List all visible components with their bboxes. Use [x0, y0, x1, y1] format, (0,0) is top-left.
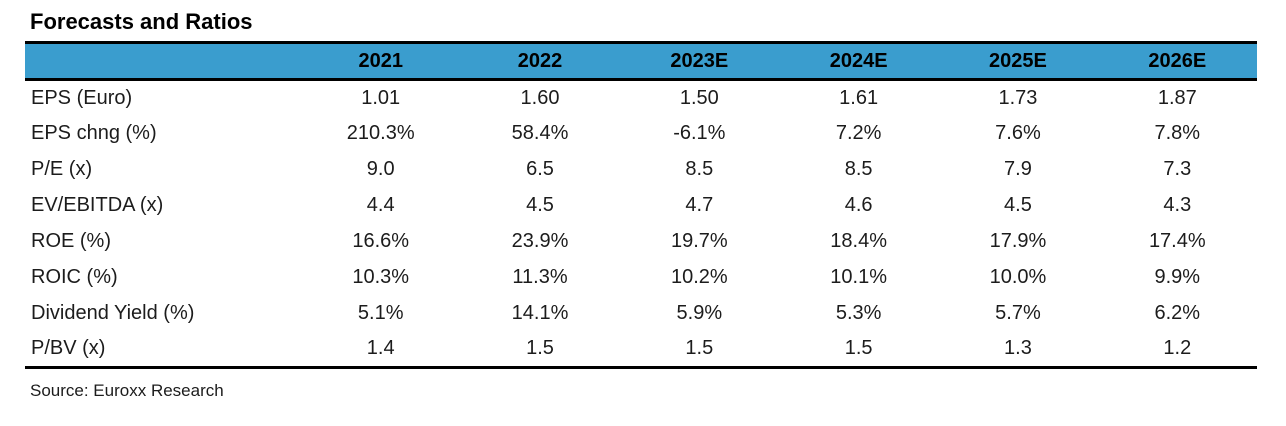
row-label: EPS (Euro): [31, 86, 133, 109]
table-row-dividend-yield: Dividend Yield (%) 5.1% 14.1% 5.9% 5.3% …: [25, 296, 1257, 332]
table-header-row: 2021 2022 2023E 2024E 2025E 2026E: [25, 42, 1257, 80]
table-cell: 17.9%: [989, 230, 1047, 252]
table-cell: 14.1%: [511, 302, 569, 324]
table-cell: 7.9: [1004, 158, 1032, 180]
table-cell: 8.5: [844, 158, 873, 180]
table-cell: 1.4: [366, 337, 395, 360]
row-label: Dividend Yield (%): [31, 302, 195, 324]
table-row-pbv: P/BV (x) 1.4 1.5 1.5 1.5 1.3 1.2: [25, 332, 1257, 368]
table-row-eps-chng: EPS chng (%) 210.3% 58.4% -6.1% 7.2% 7.6…: [25, 116, 1257, 152]
table-cell: 10.2%: [670, 266, 728, 288]
table-cell: 7.8%: [1154, 122, 1201, 144]
table-cell: 4.7: [685, 194, 714, 216]
table-cell: 11.3%: [512, 266, 568, 288]
column-header-2026e: 2026E: [1148, 49, 1207, 72]
table-cell: 8.5: [685, 158, 714, 180]
table-cell: 4.4: [366, 194, 395, 216]
table-cell: 5.1%: [357, 302, 404, 324]
table-cell: 1.61: [839, 86, 879, 109]
row-label: EPS chng (%): [31, 122, 157, 144]
table-cell: 10.3%: [352, 266, 410, 288]
table-cell: 1.3: [1004, 337, 1032, 360]
table-cell: 1.50: [679, 86, 719, 109]
table-cell: 1.60: [520, 86, 560, 109]
table-cell: 4.3: [1163, 194, 1192, 216]
column-header-2023e: 2023E: [670, 49, 729, 72]
table-cell: 5.7%: [995, 302, 1041, 324]
table-cell: 10.1%: [830, 266, 887, 288]
row-label: EV/EBITDA (x): [31, 194, 164, 216]
table-row-roe: ROE (%) 16.6% 23.9% 19.7% 18.4% 17.9% 17…: [25, 224, 1257, 260]
table-cell: 7.2%: [835, 122, 882, 144]
column-header-2024e: 2024E: [829, 49, 888, 72]
table-row-ev-ebitda: EV/EBITDA (x) 4.4 4.5 4.7 4.6 4.5 4.3: [25, 188, 1257, 224]
table-cell: 18.4%: [830, 230, 887, 252]
table-cell: 1.2: [1163, 337, 1192, 360]
table-cell: 58.4%: [511, 122, 569, 144]
forecasts-ratios-table: 2021 2022 2023E 2024E 2025E 2026E EPS (E…: [25, 41, 1257, 369]
table-cell: 19.7%: [670, 230, 728, 252]
page-title: Forecasts and Ratios: [30, 9, 253, 34]
table-cell: 4.6: [844, 194, 873, 216]
table-cell: 1.5: [526, 337, 554, 360]
table-cell: 9.9%: [1154, 266, 1201, 288]
table-cell: 7.3: [1163, 158, 1192, 180]
column-header-2022: 2022: [517, 49, 563, 72]
column-header-blank: [25, 43, 301, 80]
table-cell: 5.9%: [676, 302, 723, 324]
table-cell: 10.0%: [989, 266, 1047, 288]
row-label: ROE (%): [31, 230, 111, 252]
table-cell: 7.6%: [995, 122, 1041, 144]
row-label: P/BV (x): [31, 337, 106, 360]
table-cell: 23.9%: [511, 230, 569, 252]
table-cell: 6.2%: [1154, 302, 1201, 324]
table-cell: 1.5: [844, 337, 873, 360]
column-header-2025e: 2025E: [989, 49, 1047, 72]
table-cell: 16.6%: [352, 230, 410, 252]
table-cell: 5.3%: [835, 302, 882, 324]
table-row-roic: ROIC (%) 10.3% 11.3% 10.2% 10.1% 10.0% 9…: [25, 260, 1257, 296]
table-cell: 1.87: [1157, 86, 1197, 109]
table-cell: 210.3%: [346, 122, 415, 144]
table-cell: 6.5: [526, 158, 554, 180]
table-cell: 1.73: [998, 86, 1038, 109]
table-cell: 1.01: [361, 86, 401, 109]
table-cell: 17.4%: [1148, 230, 1206, 252]
row-label: P/E (x): [31, 158, 93, 180]
table-cell: -6.1%: [673, 122, 726, 144]
table-row-pe: P/E (x) 9.0 6.5 8.5 8.5 7.9 7.3: [25, 152, 1257, 188]
table-cell: 9.0: [366, 158, 395, 180]
table-cell: 4.5: [526, 194, 554, 216]
table-row-eps: EPS (Euro) 1.01 1.60 1.50 1.61 1.73 1.87: [25, 80, 1257, 116]
table-cell: 4.5: [1004, 194, 1032, 216]
column-header-2021: 2021: [358, 49, 403, 72]
source-note: Source: Euroxx Research: [30, 381, 224, 400]
row-label: ROIC (%): [31, 266, 118, 288]
table-cell: 1.5: [685, 337, 714, 360]
